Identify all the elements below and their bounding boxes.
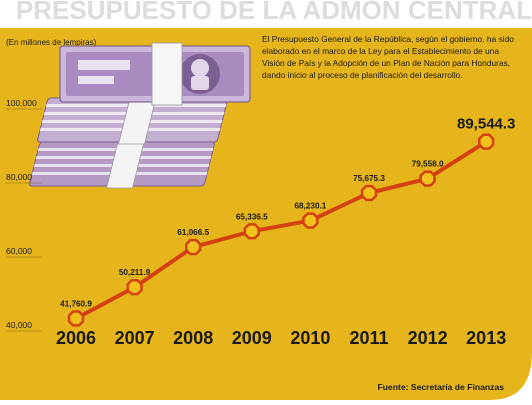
description-line: El Presupuesto General de la República, …: [262, 34, 514, 44]
x-tick-label: 2013: [466, 328, 506, 348]
data-point-marker: [478, 133, 495, 150]
y-tick-label: 60,000: [6, 246, 32, 256]
data-point-marker: [126, 279, 143, 296]
money-stack-illustration: [29, 42, 251, 189]
data-value-label: 75,675.3: [353, 174, 385, 183]
chart-title: PRESUPUESTO DE LA ADMON CENTRAL: [16, 0, 532, 25]
series-line: [75, 139, 488, 321]
description-line: dando inicio al proceso de planificación…: [262, 70, 463, 80]
data-point-marker: [302, 212, 319, 229]
x-tick-label: 2010: [290, 328, 330, 348]
x-tick-label: 2012: [408, 328, 448, 348]
x-tick-label: 2006: [56, 328, 96, 348]
x-tick-label: 2009: [232, 328, 272, 348]
data-point-marker: [67, 310, 85, 327]
y-tick-label: 100,000: [6, 98, 37, 108]
data-point-marker: [360, 184, 378, 202]
data-value-label: 79,558.0: [412, 160, 444, 169]
data-point-marker: [185, 238, 202, 256]
x-tick-label: 2007: [115, 328, 155, 348]
description-text: El Presupuesto General de la República, …: [262, 34, 516, 80]
description-line: elaborado en el marco de la Ley para el …: [262, 46, 499, 56]
data-value-label: 41,760.9: [60, 299, 92, 308]
x-tick-label: 2008: [173, 328, 213, 348]
y-tick-label: 80,000: [6, 172, 32, 182]
y-tick-label: 40,000: [6, 320, 32, 330]
data-value-label: 61,066.5: [177, 228, 209, 237]
source-note: Fuente: Secretaría de Finanzas: [377, 382, 504, 392]
data-value-label: 89,544.3: [457, 116, 515, 133]
data-value-label: 65,336.5: [236, 212, 268, 221]
description-line: Visión de País y la Adopción de un Plan …: [262, 58, 510, 68]
data-value-label: 68,230.1: [294, 202, 326, 211]
units-note: (En millones de lempiras): [6, 38, 97, 47]
data-value-label: 50,211.9: [119, 268, 151, 277]
data-point-marker: [243, 223, 260, 240]
data-point-marker: [419, 170, 436, 187]
x-tick-label: 2011: [349, 328, 388, 348]
